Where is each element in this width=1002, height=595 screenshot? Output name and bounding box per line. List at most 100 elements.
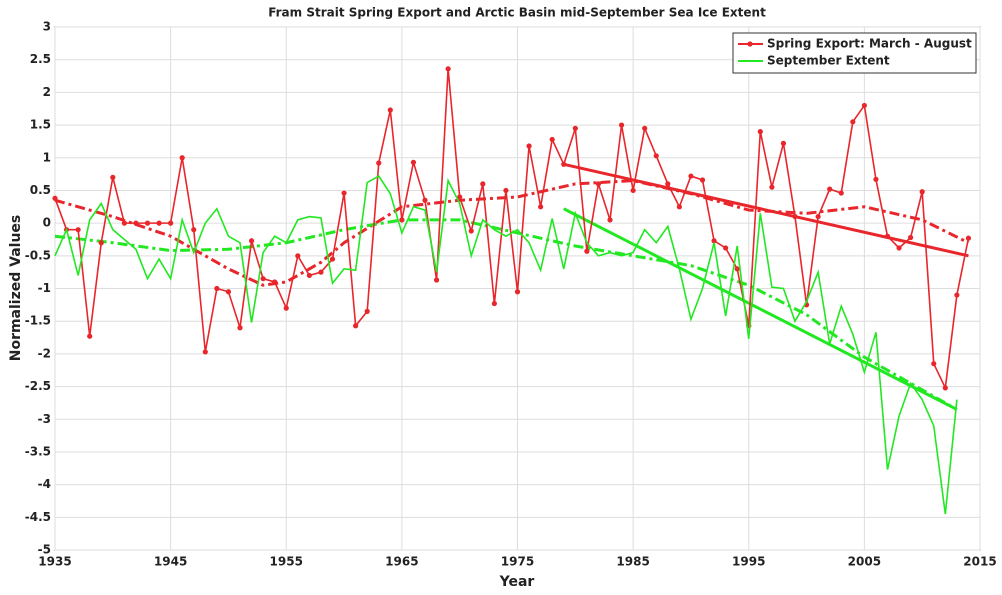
y-axis-label: Normalized Values: [8, 215, 24, 362]
marker: [642, 125, 648, 131]
smoothed-line: [54, 218, 958, 411]
marker: [75, 227, 81, 233]
marker: [711, 238, 717, 244]
marker: [584, 248, 590, 254]
marker: [665, 181, 671, 187]
marker: [699, 177, 706, 183]
marker: [908, 234, 914, 241]
marker: [433, 277, 440, 283]
marker: [757, 129, 763, 135]
x-tick-label: 1975: [501, 555, 534, 569]
marker: [468, 228, 474, 234]
marker: [260, 276, 266, 282]
marker: [792, 213, 798, 220]
marker: [237, 325, 243, 331]
marker: [549, 136, 555, 143]
marker: [191, 227, 197, 233]
y-tick-label: -0.5: [25, 248, 51, 262]
marker: [87, 333, 93, 339]
marker: [387, 107, 393, 113]
y-tick-label: 0: [43, 216, 51, 230]
marker: [457, 194, 463, 200]
x-tick-label: 1955: [270, 555, 303, 569]
x-tick-label: 2015: [963, 555, 996, 569]
marker: [538, 204, 544, 210]
marker: [919, 189, 925, 195]
marker: [133, 220, 139, 226]
marker: [364, 308, 370, 314]
legend-label: Spring Export: March - August: [767, 37, 972, 51]
marker: [734, 266, 740, 272]
marker: [931, 361, 937, 367]
x-tick-label: 1985: [616, 555, 649, 569]
marker: [272, 279, 278, 285]
marker: [202, 349, 208, 355]
y-tick-label: 1.5: [30, 118, 51, 132]
marker: [410, 159, 417, 165]
marker: [838, 190, 844, 196]
legend-marker: [747, 41, 753, 47]
marker: [723, 245, 729, 251]
marker: [676, 204, 682, 210]
marker: [561, 161, 567, 167]
marker: [815, 213, 821, 220]
marker: [353, 323, 359, 329]
y-tick-label: -3.5: [25, 444, 51, 458]
marker: [884, 233, 891, 239]
y-tick-label: -1.5: [25, 314, 51, 328]
marker: [896, 245, 902, 251]
marker: [595, 181, 602, 187]
marker: [52, 195, 58, 201]
marker: [225, 289, 232, 295]
marker: [965, 235, 972, 241]
x-axis-label: Year: [499, 574, 535, 590]
y-tick-label: -2: [38, 346, 51, 360]
x-tick-label: 1945: [154, 555, 187, 569]
marker: [306, 272, 312, 279]
marker: [341, 190, 347, 196]
x-tick-label: 1935: [38, 555, 71, 569]
marker: [861, 102, 867, 109]
marker: [248, 238, 255, 244]
marker: [572, 125, 578, 131]
marker: [144, 220, 151, 226]
chart-title: Fram Strait Spring Export and Arctic Bas…: [268, 6, 766, 20]
x-tick-label: 2005: [848, 555, 881, 569]
marker: [329, 256, 336, 262]
marker: [110, 174, 116, 180]
y-tick-label: -4.5: [25, 510, 51, 524]
marker: [491, 300, 497, 307]
series-line: [54, 68, 970, 391]
marker: [98, 240, 104, 246]
marker: [156, 220, 162, 226]
x-tick-label: 1965: [385, 555, 418, 569]
marker: [283, 305, 289, 311]
marker: [769, 184, 775, 190]
y-tick-label: 3: [43, 20, 51, 34]
smoothed-line: [54, 179, 970, 287]
marker: [688, 173, 694, 179]
marker: [873, 176, 879, 182]
marker: [850, 119, 856, 125]
marker: [445, 66, 451, 72]
marker: [942, 385, 948, 391]
marker: [954, 292, 960, 298]
marker: [514, 289, 521, 295]
y-tick-label: -3: [38, 412, 51, 426]
marker: [630, 187, 636, 194]
legend-box: [732, 32, 977, 74]
marker: [422, 197, 428, 203]
marker: [480, 181, 486, 187]
marker: [503, 187, 509, 194]
marker: [295, 253, 301, 259]
y-tick-label: 0.5: [30, 183, 51, 197]
y-tick-label: 1: [43, 150, 51, 164]
marker: [168, 220, 174, 226]
series-line: [54, 174, 958, 515]
trend-line: [563, 207, 958, 411]
marker: [214, 285, 220, 292]
marker: [121, 220, 127, 226]
y-tick-label: 2: [43, 85, 51, 99]
marker: [399, 217, 405, 223]
